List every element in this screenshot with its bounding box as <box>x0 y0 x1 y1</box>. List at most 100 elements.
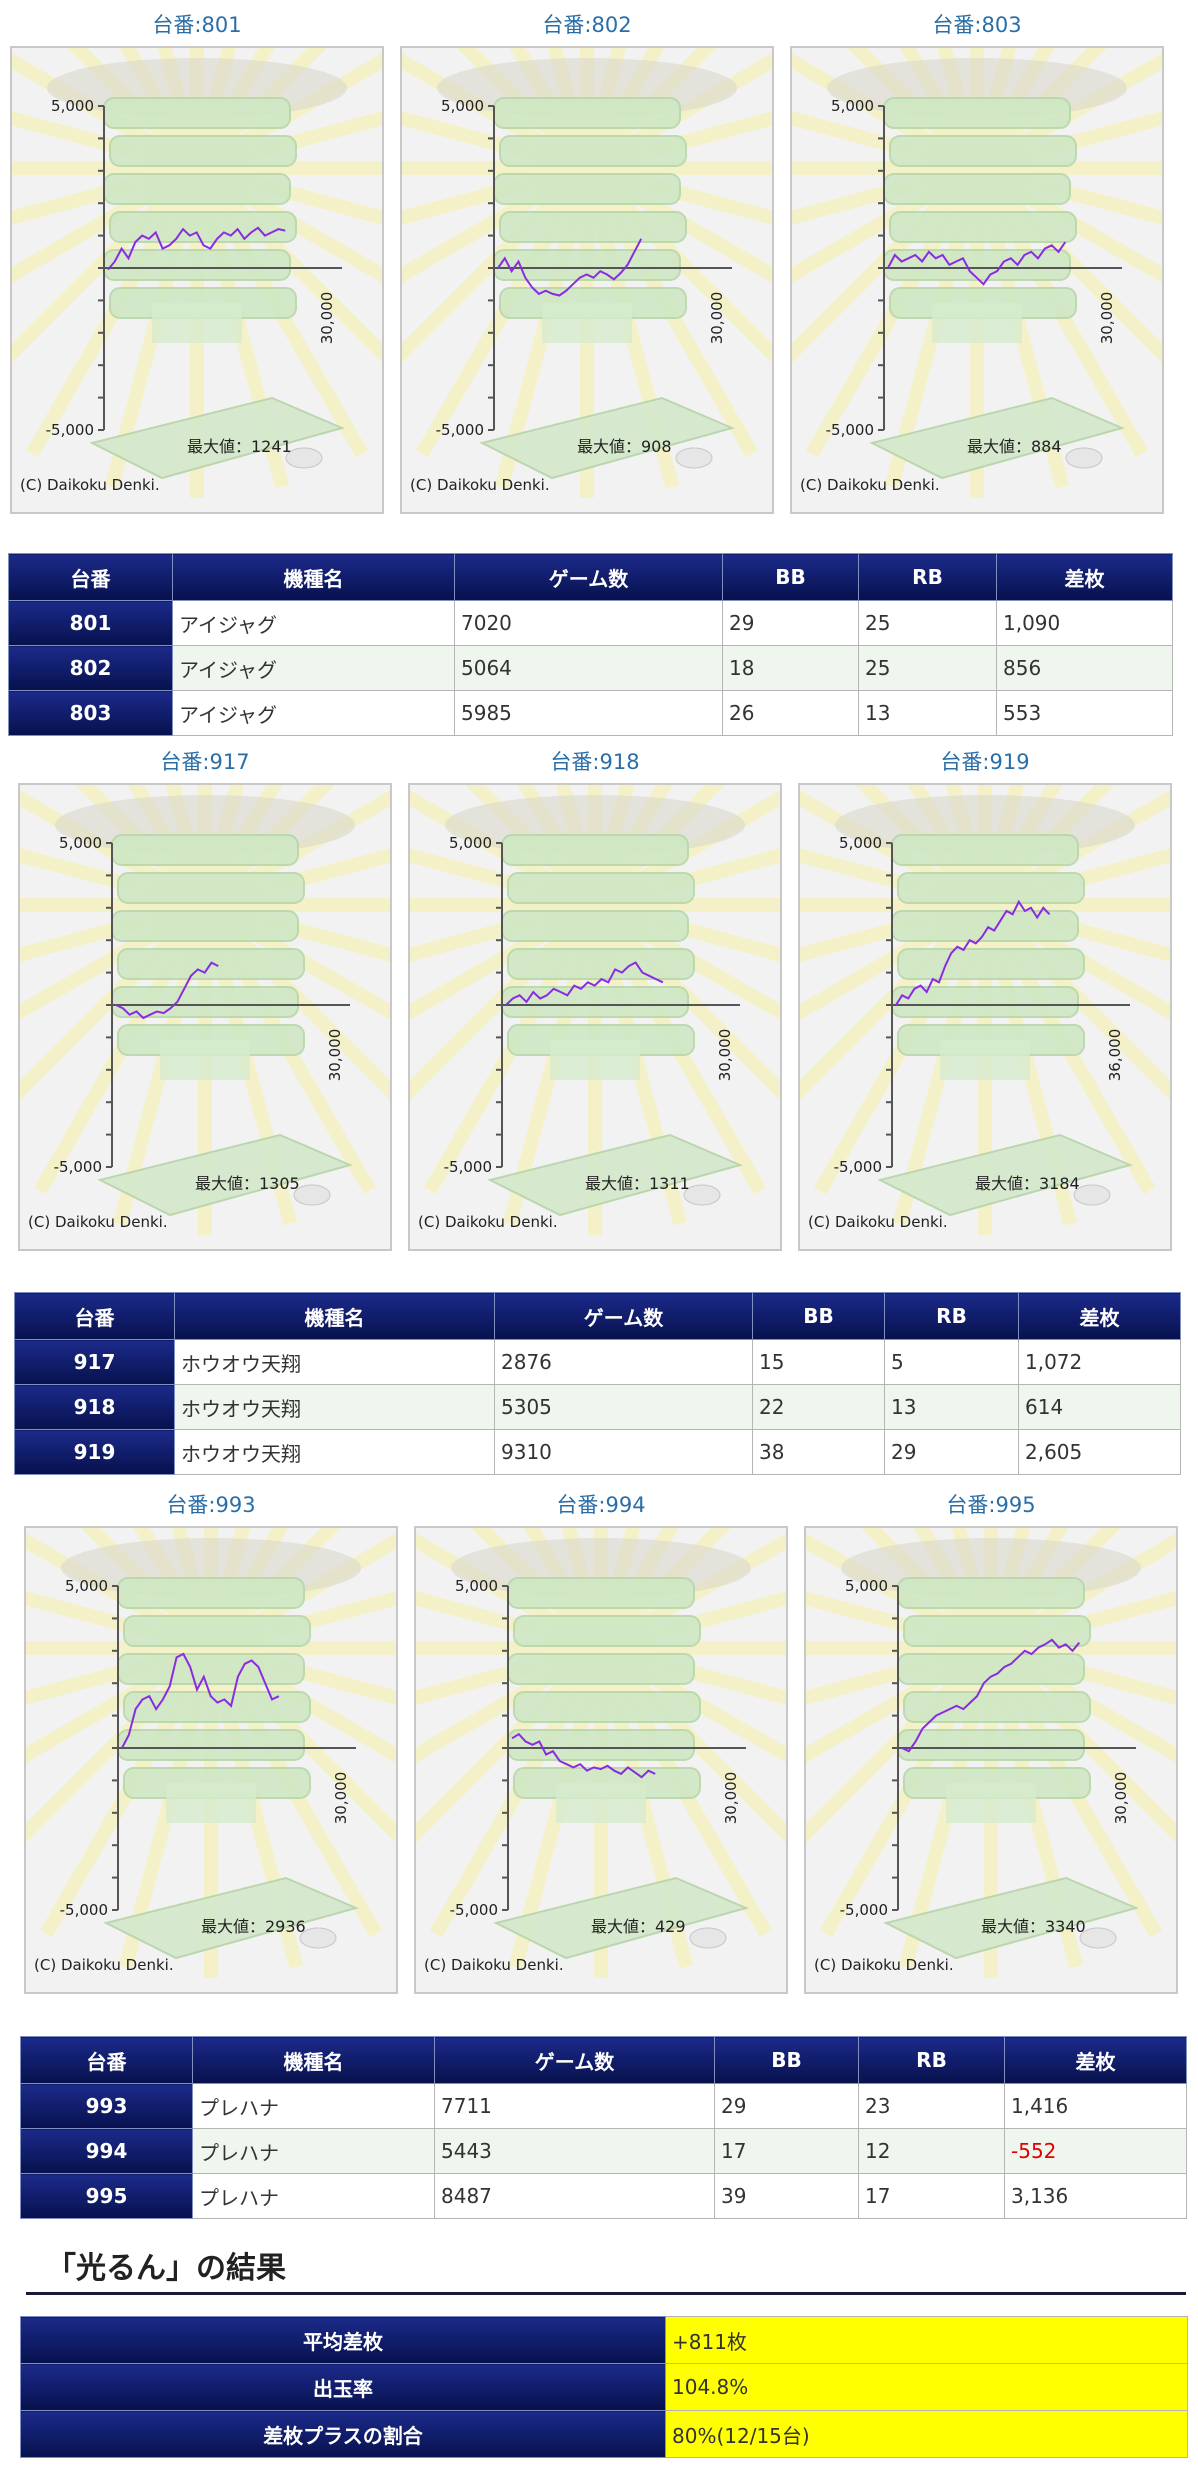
y-tick-label: 5,000 <box>845 1577 888 1595</box>
table-cell: 13 <box>858 690 997 736</box>
table-cell: 29 <box>714 2083 859 2129</box>
table-row: 802 アイジャグ 5064 18 25 856 <box>8 645 1173 691</box>
chart-title: 台番:995 <box>946 1493 1036 1517</box>
chart-panel: 5,000 -5,000 30,000 最大値：908 (C) Daikoku Denk… <box>400 46 774 514</box>
table-cell: 1,072 <box>1018 1339 1181 1385</box>
max-value-label: 最大値：908 <box>577 437 672 456</box>
table-cell: 5985 <box>454 690 723 736</box>
y-tick-label: 5,000 <box>449 834 492 852</box>
chart-background <box>792 48 1162 498</box>
table-cell: 3,136 <box>1004 2173 1187 2219</box>
max-value-label: 最大値：3340 <box>981 1917 1086 1936</box>
copyright-text: (C) Daikoku Denki. <box>808 1213 948 1231</box>
column-header: 台番 <box>20 2036 193 2084</box>
series-line <box>107 226 286 271</box>
chart-background <box>800 785 1170 1235</box>
table-header-row: 台番 機種名 ゲーム数 BB RB 差枚 <box>8 553 1173 601</box>
copyright-text: (C) Daikoku Denki. <box>34 1956 174 1974</box>
summary-value: +811枚 <box>665 2316 1188 2364</box>
series-line <box>901 1638 1081 1753</box>
chart-panel: 5,000 -5,000 30,000 最大値：884 (C) Daikoku Denk… <box>790 46 1164 514</box>
column-header: 差枚 <box>1018 1292 1181 1340</box>
table-cell: 25 <box>858 645 997 691</box>
table-cell: -552 <box>1004 2128 1187 2174</box>
summary-row: 差枚プラスの割合 80%(12/15台) <box>20 2410 1188 2458</box>
table-row: 917 ホウオウ天翔 2876 15 5 1,072 <box>14 1339 1181 1385</box>
chart-background <box>26 1528 396 1978</box>
summary-row: 出玉率 104.8% <box>20 2363 1188 2411</box>
table-cell: ホウオウ天翔 <box>174 1384 495 1430</box>
machine-number-cell: 803 <box>8 690 173 736</box>
column-header: RB <box>858 2036 1005 2084</box>
chart-title: 台番:803 <box>932 13 1022 37</box>
table-cell: ホウオウ天翔 <box>174 1429 495 1475</box>
column-header: 機種名 <box>172 553 455 601</box>
table-cell: 15 <box>752 1339 885 1385</box>
table-cell: プレハナ <box>192 2128 435 2174</box>
chart-panel: 5,000 -5,000 30,000 最大値：2936 (C) Daikoku Den… <box>24 1526 398 1994</box>
machine-table: 台番 機種名 ゲーム数 BB RB 差枚 917 ホウオウ天翔 2876 15 5 1,072 918 ホ… <box>14 1292 1181 1475</box>
table-cell: アイジャグ <box>172 690 455 736</box>
machine-number-cell: 995 <box>20 2173 193 2219</box>
table-cell: 5 <box>884 1339 1019 1385</box>
series-line <box>121 1652 280 1749</box>
copyright-text: (C) Daikoku Denki. <box>410 476 550 494</box>
column-header: 機種名 <box>192 2036 435 2084</box>
column-header: RB <box>884 1292 1019 1340</box>
copyright-text: (C) Daikoku Denki. <box>20 476 160 494</box>
summary-row: 平均差枚 +811枚 <box>20 2316 1188 2364</box>
max-value-label: 最大値：3184 <box>975 1174 1080 1193</box>
copyright-text: (C) Daikoku Denki. <box>800 476 940 494</box>
line-chart: 5,000 -5,000 30,000 最大値：1305 (C) Daikoku Den… <box>20 785 390 1235</box>
machine-number-cell: 917 <box>14 1339 175 1385</box>
table-cell: 13 <box>884 1384 1019 1430</box>
chart-background <box>20 785 390 1235</box>
summary-table: 平均差枚 +811枚 出玉率 104.8% 差枚プラスの割合 80%(12/15台) <box>20 2316 1188 2458</box>
copyright-text: (C) Daikoku Denki. <box>28 1213 168 1231</box>
table-cell: 8487 <box>434 2173 715 2219</box>
y-tick-label: -5,000 <box>60 1901 108 1919</box>
table-cell: 553 <box>996 690 1173 736</box>
column-header: ゲーム数 <box>494 1292 753 1340</box>
table-cell: 17 <box>858 2173 1005 2219</box>
table-row: 993 プレハナ 7711 29 23 1,416 <box>20 2083 1187 2129</box>
column-header: BB <box>722 553 859 601</box>
copyright-text: (C) Daikoku Denki. <box>814 1956 954 1974</box>
table-cell: 7711 <box>434 2083 715 2129</box>
table-row: 995 プレハナ 8487 39 17 3,136 <box>20 2173 1187 2219</box>
table-cell: 9310 <box>494 1429 753 1475</box>
x-end-label: 30,000 <box>722 1772 740 1825</box>
table-cell: 38 <box>752 1429 885 1475</box>
max-value-label: 最大値：884 <box>967 437 1062 456</box>
y-tick-label: -5,000 <box>834 1158 882 1176</box>
copyright-text: (C) Daikoku Denki. <box>424 1956 564 1974</box>
table-cell: 5443 <box>434 2128 715 2174</box>
y-tick-label: -5,000 <box>840 1901 888 1919</box>
table-cell: 5064 <box>454 645 723 691</box>
column-header: RB <box>858 553 997 601</box>
chart-title: 台番:919 <box>940 750 1030 774</box>
max-value-label: 最大値：429 <box>591 1917 686 1936</box>
machine-number-cell: 993 <box>20 2083 193 2129</box>
table-cell: 856 <box>996 645 1173 691</box>
summary-value: 80%(12/15台) <box>665 2410 1188 2458</box>
chart-panel: 5,000 -5,000 36,000 最大値：3184 (C) Daikoku Den… <box>798 783 1172 1251</box>
table-cell: 5305 <box>494 1384 753 1430</box>
summary-label: 差枚プラスの割合 <box>20 2410 666 2458</box>
y-tick-label: -5,000 <box>46 421 94 439</box>
chart-title: 台番:993 <box>166 1493 256 1517</box>
table-row: 919 ホウオウ天翔 9310 38 29 2,605 <box>14 1429 1181 1475</box>
chart-panel: 5,000 -5,000 30,000 最大値：429 (C) Daikoku Denk… <box>414 1526 788 1994</box>
line-chart: 5,000 -5,000 30,000 最大値：884 (C) Daikoku Denk… <box>792 48 1162 498</box>
series-line <box>895 899 1051 1006</box>
y-tick-label: -5,000 <box>450 1901 498 1919</box>
chart-panel: 5,000 -5,000 30,000 最大値：1311 (C) Daikoku Den… <box>408 783 782 1251</box>
chart-title: 台番:917 <box>160 750 250 774</box>
machine-table: 台番 機種名 ゲーム数 BB RB 差枚 801 アイジャグ 7020 29 25 1,090 802 ア… <box>8 553 1173 736</box>
series-line <box>115 961 219 1020</box>
chart-background <box>416 1528 786 1978</box>
chart-title: 台番:802 <box>542 13 632 37</box>
table-cell: 23 <box>858 2083 1005 2129</box>
chart-panel: 5,000 -5,000 30,000 最大値：1241 (C) Daikoku Den… <box>10 46 384 514</box>
y-tick-label: 5,000 <box>839 834 882 852</box>
